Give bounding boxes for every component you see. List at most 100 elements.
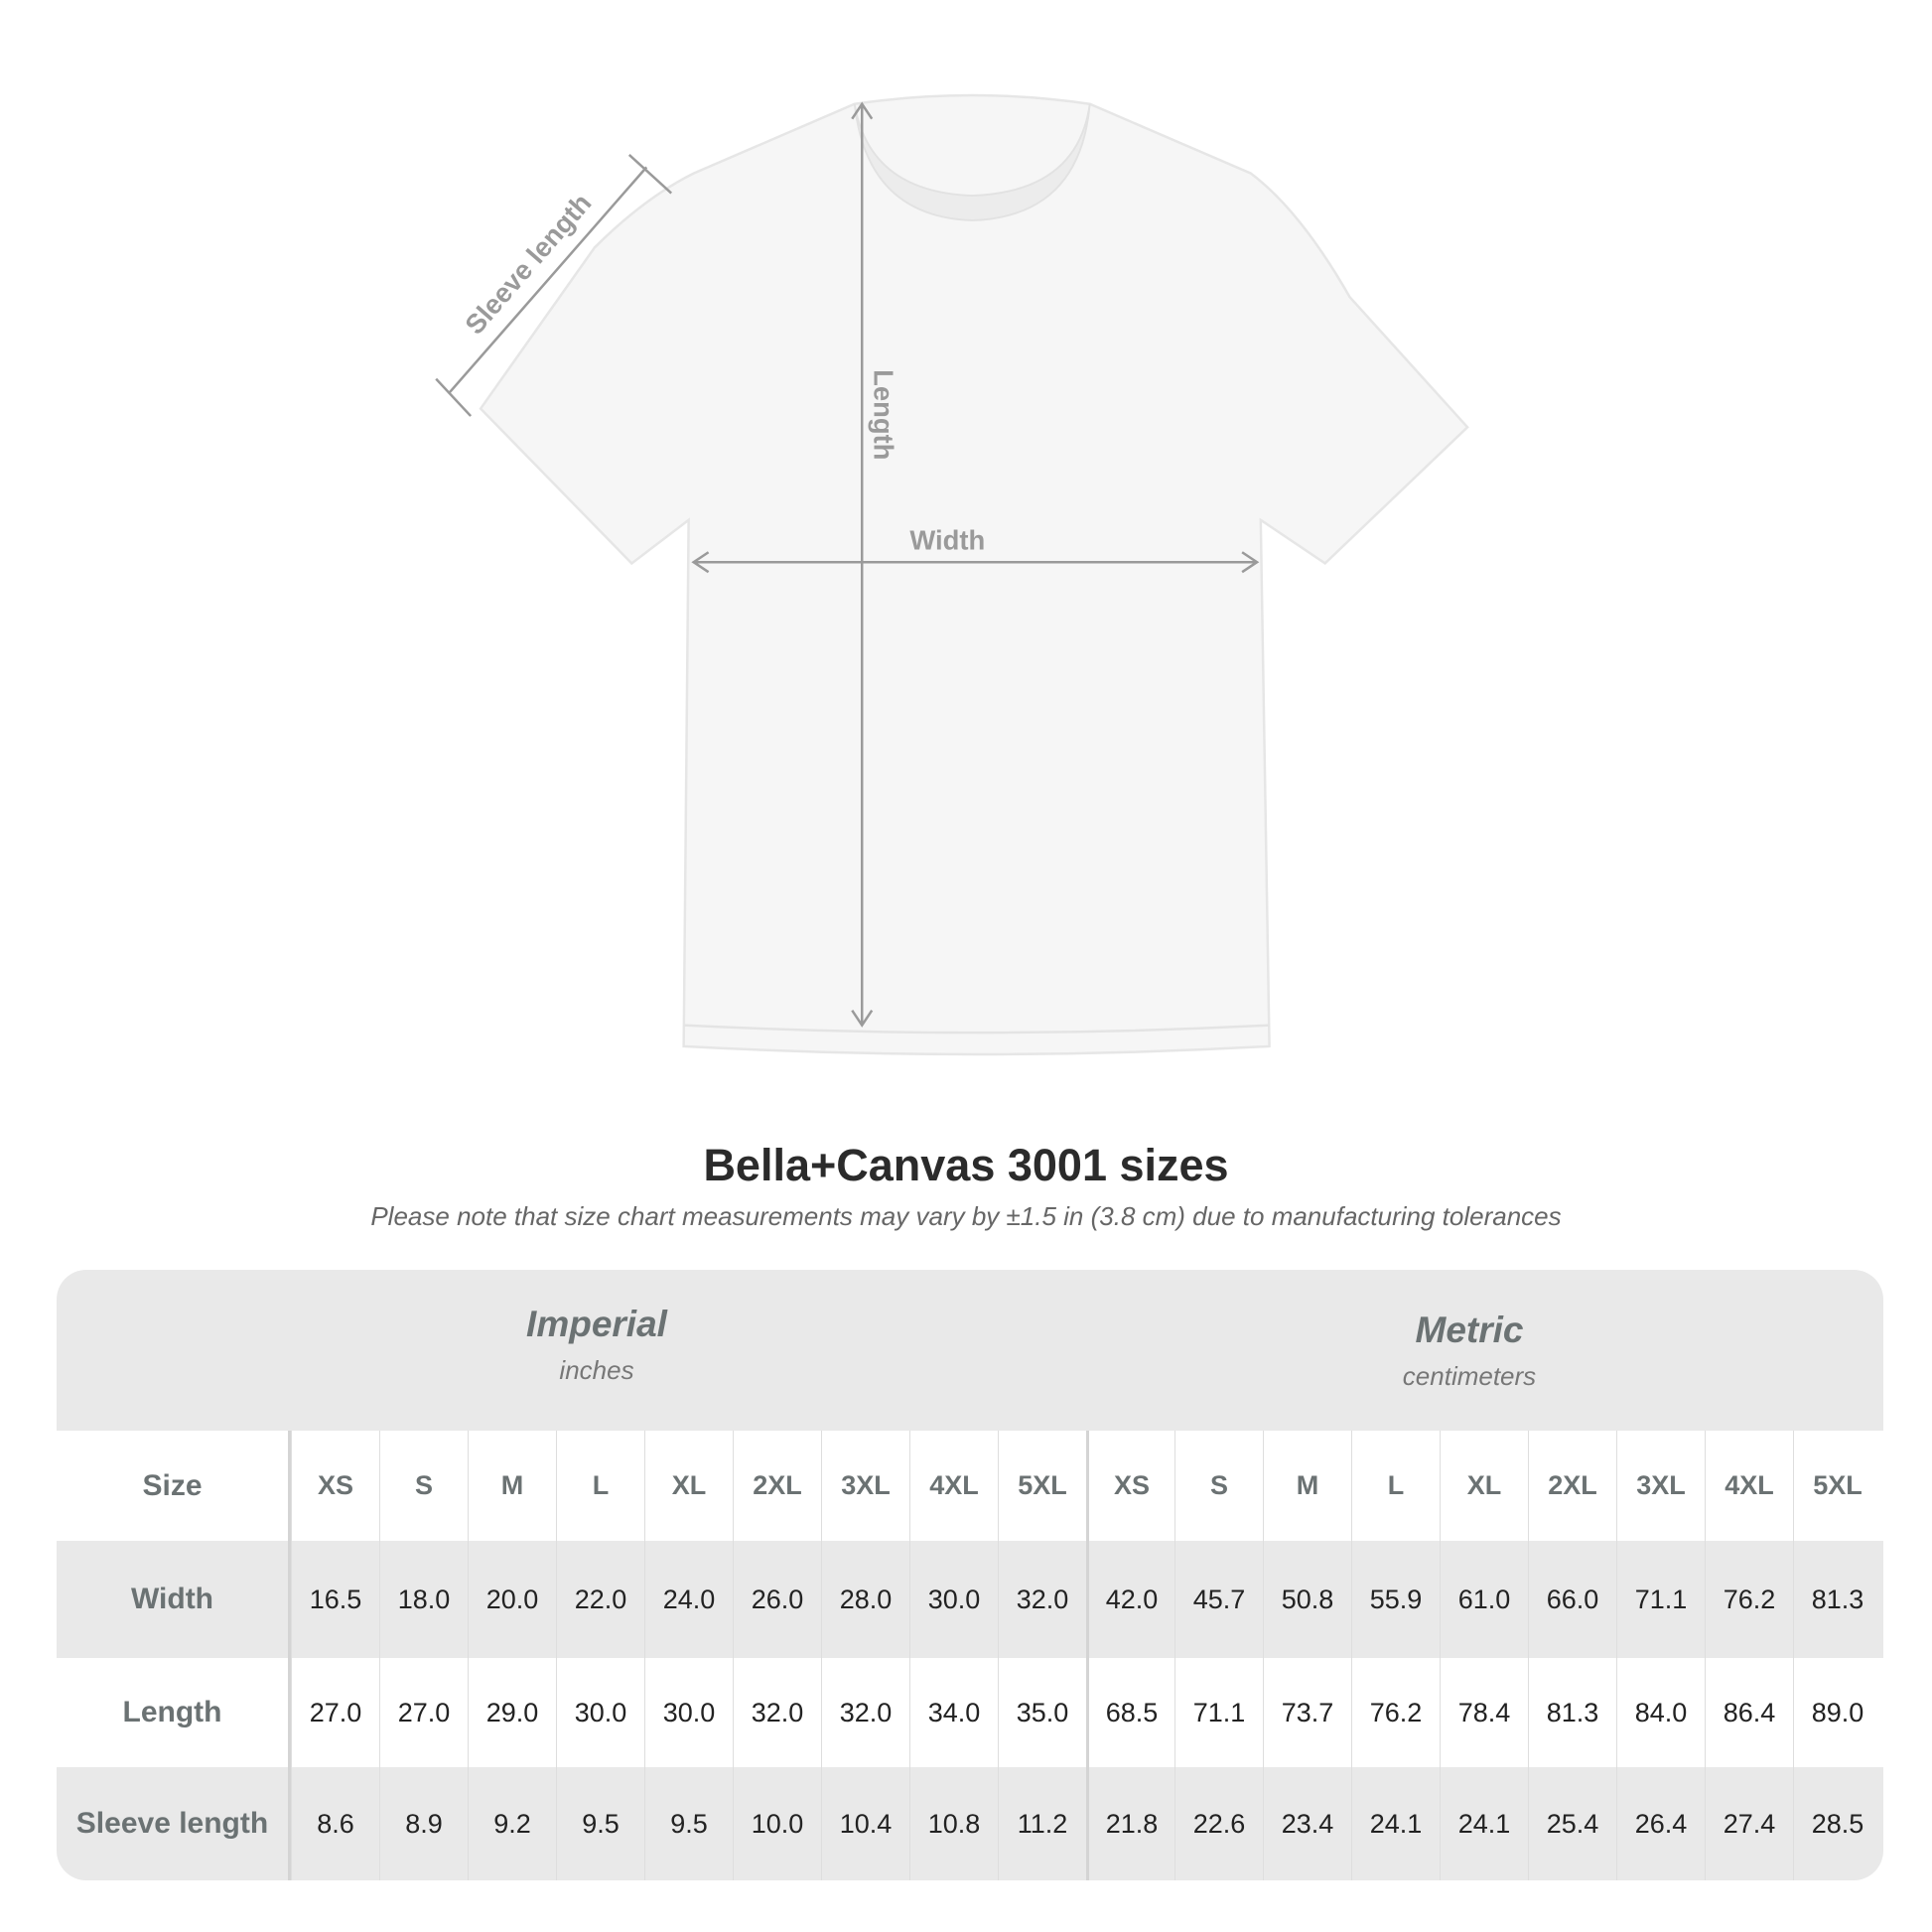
metric-size-header: 3XL [1616, 1431, 1705, 1541]
imperial-title: Imperial [526, 1304, 667, 1344]
row-label: Length [57, 1658, 291, 1767]
metric-value-cell: 73.7 [1263, 1658, 1351, 1767]
metric-title: Metric [1415, 1310, 1524, 1350]
width-label: Width [909, 525, 985, 556]
tshirt-hem [683, 1024, 1270, 1035]
metric-value-cell: 24.1 [1440, 1767, 1528, 1880]
imperial-value-cell: 27.0 [379, 1658, 468, 1767]
metric-size-header: XL [1440, 1431, 1528, 1541]
metric-value-cell: 61.0 [1440, 1541, 1528, 1658]
metric-value-cell: 71.1 [1174, 1658, 1263, 1767]
metric-value-cell: 27.4 [1705, 1767, 1793, 1880]
imperial-value-cell: 30.0 [556, 1658, 644, 1767]
page-title: Bella+Canvas 3001 sizes [703, 1140, 1229, 1190]
length-arrowhead-bottom [851, 1009, 874, 1028]
imperial-size-header: M [468, 1431, 556, 1541]
tshirt-image [479, 93, 1469, 1056]
imperial-value-cell: 29.0 [468, 1658, 556, 1767]
imperial-value-cell: 16.5 [291, 1541, 379, 1658]
imperial-value-cell: 9.2 [468, 1767, 556, 1880]
metric-value-cell: 55.9 [1351, 1541, 1440, 1658]
metric-value-cell: 66.0 [1528, 1541, 1616, 1658]
metric-header: Metric centimeters [1271, 1310, 1668, 1392]
length-label: Length [869, 369, 899, 460]
length-arrowhead-top [851, 101, 874, 120]
imperial-size-header: XS [291, 1431, 379, 1541]
metric-value-cell: 23.4 [1263, 1767, 1351, 1880]
tolerance-note: Please note that size chart measurements… [370, 1201, 1562, 1231]
imperial-value-cell: 18.0 [379, 1541, 468, 1658]
metric-size-header: L [1351, 1431, 1440, 1541]
metric-value-cell: 24.1 [1351, 1767, 1440, 1880]
metric-value-cell: 45.7 [1174, 1541, 1263, 1658]
metric-value-cell: 22.6 [1174, 1767, 1263, 1880]
width-arrowhead-left [691, 551, 710, 574]
imperial-value-cell: 24.0 [644, 1541, 733, 1658]
imperial-value-cell: 22.0 [556, 1541, 644, 1658]
metric-size-header: 5XL [1793, 1431, 1881, 1541]
imperial-value-cell: 8.6 [291, 1767, 379, 1880]
imperial-size-header: 4XL [909, 1431, 998, 1541]
sleeve-arrow-cap-top [627, 153, 673, 195]
imperial-value-cell: 10.0 [733, 1767, 821, 1880]
imperial-value-cell: 32.0 [998, 1541, 1086, 1658]
imperial-unit: inches [559, 1355, 634, 1385]
metric-value-cell: 28.5 [1793, 1767, 1881, 1880]
unit-header-band [57, 1270, 1883, 1431]
table-row: Length 27.0 27.0 29.0 30.0 30.0 32.0 32.0 34.0 35… [57, 1658, 1883, 1767]
imperial-value-cell: 30.0 [644, 1658, 733, 1767]
width-arrowhead-right [1241, 551, 1260, 574]
metric-value-cell: 78.4 [1440, 1658, 1528, 1767]
metric-value-cell: 50.8 [1263, 1541, 1351, 1658]
tshirt-collar [853, 103, 1091, 221]
size-header-label: Size [57, 1431, 291, 1541]
sleeve-arrow [447, 166, 648, 395]
metric-value-cell: 42.0 [1086, 1541, 1174, 1658]
imperial-value-cell: 9.5 [556, 1767, 644, 1880]
imperial-value-cell: 35.0 [998, 1658, 1086, 1767]
imperial-size-header: 3XL [821, 1431, 909, 1541]
metric-value-cell: 71.1 [1616, 1541, 1705, 1658]
tshirt-measurement-diagram: Sleeve length Length Width [435, 93, 1469, 1056]
table-row: Width 16.5 18.0 20.0 22.0 24.0 26.0 28.0 30.0 32.… [57, 1541, 1883, 1658]
metric-value-cell: 76.2 [1705, 1541, 1793, 1658]
imperial-value-cell: 11.2 [998, 1767, 1086, 1880]
imperial-value-cell: 34.0 [909, 1658, 998, 1767]
sleeve-arrow-cap-bottom [435, 377, 473, 417]
imperial-value-cell: 27.0 [291, 1658, 379, 1767]
imperial-value-cell: 8.9 [379, 1767, 468, 1880]
imperial-value-cell: 26.0 [733, 1541, 821, 1658]
imperial-value-cell: 32.0 [733, 1658, 821, 1767]
metric-value-cell: 89.0 [1793, 1658, 1881, 1767]
metric-value-cell: 76.2 [1351, 1658, 1440, 1767]
metric-value-cell: 86.4 [1705, 1658, 1793, 1767]
metric-size-header: S [1174, 1431, 1263, 1541]
metric-size-header: 2XL [1528, 1431, 1616, 1541]
imperial-value-cell: 32.0 [821, 1658, 909, 1767]
size-table: Imperial inches Metric centimeters Size X… [57, 1270, 1883, 1880]
size-header-row: Size XS S M L XL 2XL 3XL 4XL 5XL XS S M L XL 2XL 3XL 4XL 5… [57, 1431, 1883, 1541]
imperial-value-cell: 10.4 [821, 1767, 909, 1880]
metric-size-header: M [1263, 1431, 1351, 1541]
imperial-size-header: 5XL [998, 1431, 1086, 1541]
metric-value-cell: 81.3 [1793, 1541, 1881, 1658]
row-label: Width [57, 1541, 291, 1658]
metric-value-cell: 81.3 [1528, 1658, 1616, 1767]
metric-value-cell: 21.8 [1086, 1767, 1174, 1880]
imperial-value-cell: 30.0 [909, 1541, 998, 1658]
imperial-size-header: XL [644, 1431, 733, 1541]
metric-unit: centimeters [1402, 1361, 1537, 1391]
imperial-size-header: L [556, 1431, 644, 1541]
imperial-value-cell: 9.5 [644, 1767, 733, 1880]
imperial-value-cell: 28.0 [821, 1541, 909, 1658]
metric-size-header: XS [1086, 1431, 1174, 1541]
row-label: Sleeve length [57, 1767, 291, 1880]
imperial-size-header: 2XL [733, 1431, 821, 1541]
metric-size-header: 4XL [1705, 1431, 1793, 1541]
imperial-value-cell: 10.8 [909, 1767, 998, 1880]
metric-value-cell: 84.0 [1616, 1658, 1705, 1767]
metric-value-cell: 26.4 [1616, 1767, 1705, 1880]
imperial-size-header: S [379, 1431, 468, 1541]
table-row: Sleeve length 8.6 8.9 9.2 9.5 9.5 10.0 10.4 10.8… [57, 1767, 1883, 1880]
metric-value-cell: 68.5 [1086, 1658, 1174, 1767]
